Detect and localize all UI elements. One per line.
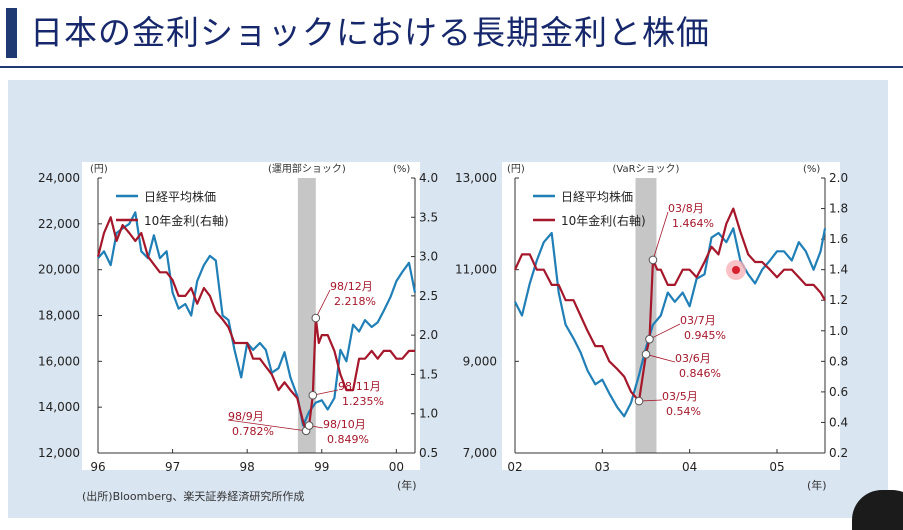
chart-1-left-tick-label: 11,000 — [455, 263, 497, 277]
chart-1-left-tick-label: 13,000 — [455, 171, 497, 185]
title-accent-bar — [6, 8, 17, 58]
laser-pointer-dot — [732, 266, 740, 274]
chart-1-annotation-value: 0.54% — [666, 405, 701, 418]
chart-0-right-tick-label: 2.0 — [419, 328, 438, 342]
chart-1-right-tick-label: 1.0 — [829, 324, 848, 338]
chart-1-annotation-label: 03/6月 — [675, 352, 711, 365]
chart-1-annotation-leader — [649, 323, 681, 340]
chart-1-x-tick-label: 03 — [595, 460, 610, 474]
chart-0-legend-stock-label: 日経平均株価 — [144, 189, 216, 204]
title-rule — [0, 66, 903, 68]
chart-0-annotation-label: 98/11月 — [338, 380, 381, 393]
chart-0-series-stock — [97, 211, 417, 427]
chart-0-right-tick-label: 2.5 — [419, 289, 438, 303]
chart-0-x-tick-label: 97 — [165, 460, 180, 474]
chart-0-left-unit: (円) — [90, 164, 108, 175]
chart-0-left-tick-label: 14,000 — [38, 400, 80, 414]
chart-1-annotation-label: 03/8月 — [668, 202, 704, 215]
chart-0-x-tick-label: 96 — [90, 460, 105, 474]
chart-1-shock-label: (VaRショック) — [613, 163, 680, 175]
title-bar: 日本の金利ショックにおける長期金利と株価 — [0, 0, 903, 66]
chart-1-annotation-label: 03/7月 — [680, 314, 716, 327]
chart-1-annotation-leader — [645, 353, 676, 363]
chart-0-x-unit: (年) — [397, 478, 417, 492]
chart-0-background — [82, 162, 420, 470]
chart-0-left-tick-label: 20,000 — [38, 263, 80, 277]
chart-1-annotation-marker — [648, 255, 658, 265]
chart-1-annotation-marker — [645, 334, 654, 344]
chart-0-x-tick-label: 99 — [314, 460, 329, 474]
chart-0-series-rate — [96, 216, 415, 432]
chart-1-legend-stock-label: 日経平均株価 — [561, 189, 633, 204]
chart-1-left-unit: (円) — [507, 164, 525, 175]
chart-1-right-tick-label: 0.6 — [829, 385, 848, 399]
chart-1-right-tick-label: 1.6 — [829, 232, 848, 246]
chart-0-annotation-label: 98/10月 — [323, 418, 366, 431]
chart-0-annotation-label: 98/12月 — [330, 280, 373, 293]
chart-0-annotation-leader — [315, 289, 331, 319]
chart-1-annotation-leader — [652, 211, 669, 261]
chart-1-annotation-label: 03/5月 — [662, 390, 698, 403]
chart-1-right-unit: (%) — [803, 164, 820, 175]
chart-0-annotation-label: 98/9月 — [228, 410, 264, 423]
chart-0-right-tick-label: 0.5 — [419, 446, 438, 460]
page-title: 日本の金利ショックにおける長期金利と株価 — [30, 13, 710, 52]
chart-0-right-tick-label: 1.0 — [419, 407, 438, 421]
chart-0-left-tick-label: 22,000 — [38, 217, 80, 231]
chart-0-annotation-value: 2.218% — [334, 295, 376, 308]
chart-1-right-tick-label: 1.4 — [829, 263, 848, 277]
chart-0-annotation-leader — [227, 419, 307, 432]
chart-0-left-tick-label: 12,000 — [38, 446, 80, 460]
chart-1-left-tick-label: 7,000 — [463, 446, 497, 460]
chart-0-annotation-value: 1.235% — [342, 395, 384, 408]
chart-1-series-stock — [514, 227, 827, 418]
chart-0-shock-band — [297, 178, 316, 453]
chart-1-series-rate — [513, 207, 826, 403]
chart-1-annotation-value: 0.945% — [684, 329, 726, 342]
chart-1-right-tick-label: 0.4 — [829, 415, 848, 429]
chart-0-right-tick-label: 3.5 — [419, 210, 438, 224]
chart-1-right-tick-label: 0.2 — [829, 446, 848, 460]
chart-1-annotation-value: 0.846% — [679, 367, 721, 380]
chart-1-right-tick-label: 1.2 — [829, 293, 848, 307]
chart-0-x-tick-label: 98 — [240, 460, 255, 474]
chart-0-left-tick-label: 24,000 — [38, 171, 80, 185]
chart-0-left-tick-label: 16,000 — [38, 354, 80, 368]
chart-0-annotation-marker — [311, 313, 321, 323]
chart-1-x-unit: (年) — [807, 478, 827, 492]
chart-0-shock-label: (運用部ショック) — [268, 162, 346, 175]
chart-0-legend-rate-label: 10年金利(右軸) — [144, 213, 229, 228]
charts-svg: (運用部ショック) (円) (%) 12,000 14,000 16,000 18,000 2… — [38, 162, 848, 492]
chart-1-background — [502, 162, 840, 470]
chart-1-x-tick-label: 04 — [682, 460, 697, 474]
chart-0-right-tick-label: 3.0 — [419, 250, 438, 264]
chart-0-right-tick-label: 1.5 — [419, 367, 438, 381]
source-note: (出所)Bloomberg、楽天証券経済研究所作成 — [82, 490, 305, 503]
chart-1-x-tick-label: 02 — [507, 460, 522, 474]
chart-0-annotation-marker — [308, 390, 318, 400]
chart-0-right-unit: (%) — [393, 164, 410, 175]
chart-1-legend-rate-label: 10年金利(右軸) — [561, 213, 646, 228]
chart-0-annotation-value: 0.849% — [327, 433, 369, 446]
chart-0-annotation-value: 0.782% — [232, 425, 274, 438]
chart-1-x-tick-label: 05 — [769, 460, 784, 474]
chart-1-annotation-marker — [641, 350, 651, 359]
chart-1-right-tick-label: 2.0 — [829, 171, 848, 185]
chart-0-left-tick-label: 18,000 — [38, 309, 80, 323]
chart-0-annotation-marker — [304, 421, 314, 430]
chart-0-right-tick-label: 4.0 — [419, 171, 438, 185]
chart-1-annotation-marker — [634, 396, 644, 406]
chart-0-x-tick-label: 00 — [389, 460, 404, 474]
chart-1-right-tick-label: 1.8 — [829, 202, 848, 216]
chart-1-right-tick-label: 0.8 — [829, 354, 848, 368]
chart-1-left-tick-label: 9,000 — [463, 354, 497, 368]
chart-1-annotation-value: 1.464% — [672, 217, 714, 230]
